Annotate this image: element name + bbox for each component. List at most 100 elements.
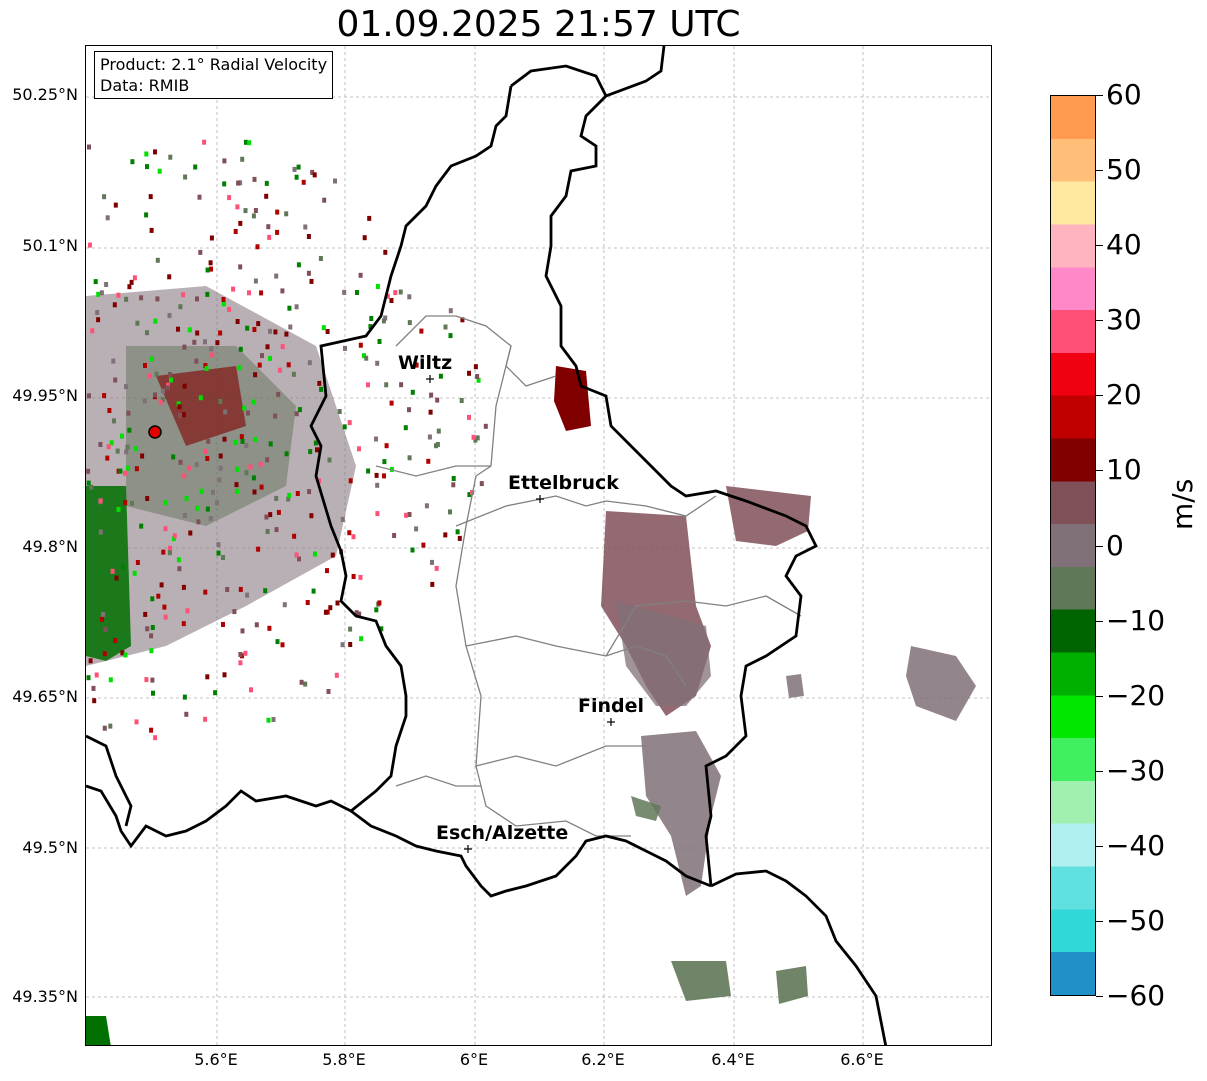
- radar-speckle: [144, 212, 149, 218]
- radar-speckle: [132, 275, 137, 281]
- radar-speckle: [86, 675, 91, 681]
- radar-speckle: [143, 611, 148, 617]
- radar-speckle: [296, 164, 301, 170]
- colorbar-tick: [1096, 320, 1103, 322]
- radar-speckle: [286, 496, 291, 502]
- radar-speckle: [249, 687, 253, 693]
- radar-speckle: [238, 264, 243, 270]
- city-label-wiltz: Wiltz: [398, 352, 452, 374]
- radar-speckle: [306, 270, 311, 276]
- lat-label: 50.1°N: [22, 236, 78, 255]
- radar-speckle: [145, 164, 149, 170]
- radar-speckle: [148, 194, 153, 200]
- radar-speckle: [436, 428, 441, 434]
- radar-speckle: [105, 455, 110, 461]
- radar-speckle: [424, 503, 429, 509]
- radar-speckle: [273, 329, 278, 335]
- radar-speckle: [238, 220, 243, 226]
- radar-speckle: [222, 181, 227, 187]
- radar-speckle: [268, 441, 273, 447]
- radar-speckle: [460, 317, 465, 323]
- radar-speckle: [181, 412, 186, 418]
- radar-speckle: [306, 234, 311, 239]
- radar-speckle: [181, 621, 186, 627]
- radar-speckle: [96, 291, 101, 297]
- radar-speckle: [145, 496, 150, 501]
- radar-speckle: [208, 260, 213, 266]
- radar-speckle: [167, 545, 172, 551]
- radar-speckle: [112, 418, 116, 424]
- radar-speckle: [359, 636, 364, 642]
- radar-speckle: [205, 674, 210, 680]
- radar-speckle: [223, 409, 228, 415]
- radar-speckle: [321, 325, 326, 331]
- radar-speckle: [127, 284, 132, 290]
- radar-speckle: [178, 459, 183, 465]
- radar-speckle: [348, 642, 353, 647]
- radar-speckle: [240, 156, 245, 162]
- radar-speckle: [286, 362, 291, 368]
- radar-speckle: [182, 344, 187, 350]
- radar-speckle: [265, 344, 270, 350]
- radar-speckle: [151, 690, 155, 696]
- radar-speckle: [203, 716, 208, 722]
- map-title: 01.09.2025 21:57 UTC: [336, 4, 741, 45]
- radar-speckle: [244, 470, 249, 476]
- lon-label: 6.2°E: [581, 1050, 625, 1069]
- radar-speckle: [160, 397, 165, 403]
- radar-speckle: [327, 457, 332, 463]
- radar-speckle: [366, 382, 370, 388]
- radar-speckle: [297, 556, 301, 562]
- radar-speckle: [213, 690, 218, 696]
- radar-speckle: [325, 568, 329, 574]
- lat-label: 49.65°N: [12, 687, 78, 706]
- radar-speckle: [135, 560, 140, 565]
- radar-speckle: [231, 286, 236, 292]
- radar-speckle: [111, 358, 116, 364]
- colorbar-tick-label: 40: [1106, 228, 1142, 262]
- radar-speckle: [379, 626, 384, 632]
- radar-speckle: [215, 500, 219, 506]
- radar-speckle: [218, 453, 223, 459]
- colorbar-tick: [1096, 395, 1103, 397]
- radar-speckle: [150, 356, 154, 362]
- radar-speckle: [382, 459, 387, 465]
- radar-speckle: [92, 698, 97, 704]
- radar-speckle: [182, 694, 187, 700]
- radar-speckle: [177, 404, 182, 410]
- radar-speckle: [129, 279, 134, 285]
- radar-speckle: [125, 444, 130, 450]
- radar-map[interactable]: Wiltz Ettelbruck Findel Esch/Alzette: [85, 45, 992, 1046]
- colorbar-tick-label: −10: [1106, 603, 1166, 637]
- radar-speckle: [276, 509, 281, 515]
- radar-speckle: [476, 377, 481, 383]
- radar-speckle: [247, 140, 252, 146]
- radar-speckle: [343, 345, 347, 351]
- radar-speckle: [167, 274, 172, 280]
- radar-speckle: [404, 512, 409, 518]
- radar-speckle: [313, 551, 317, 557]
- radar-speckle: [299, 679, 304, 685]
- radar-speckle: [479, 481, 484, 487]
- radar-speckle: [407, 294, 412, 300]
- radar-speckle: [448, 509, 452, 515]
- radar-speckle: [123, 470, 127, 476]
- radar-speckle: [457, 535, 462, 541]
- radar-speckle: [216, 550, 221, 556]
- radar-speckle: [145, 626, 150, 632]
- radar-speckle: [194, 358, 199, 364]
- radar-speckle: [273, 413, 278, 419]
- radar-speckle: [252, 489, 257, 495]
- radar-site-marker: [148, 425, 162, 439]
- radar-echoes-east: [554, 366, 976, 1004]
- colorbar-tick-label: −50: [1106, 903, 1166, 937]
- colorbar-tick: [1096, 845, 1103, 847]
- radar-speckle: [218, 330, 223, 336]
- radar-speckle: [410, 547, 415, 553]
- radar-speckle: [205, 291, 210, 297]
- radar-speckle: [243, 139, 248, 145]
- product-info-box: Product: 2.1° Radial Velocity Data: RMIB: [94, 51, 334, 99]
- radar-speckle: [168, 154, 173, 160]
- lat-label: 49.8°N: [22, 537, 78, 556]
- lat-label: 49.35°N: [12, 987, 78, 1006]
